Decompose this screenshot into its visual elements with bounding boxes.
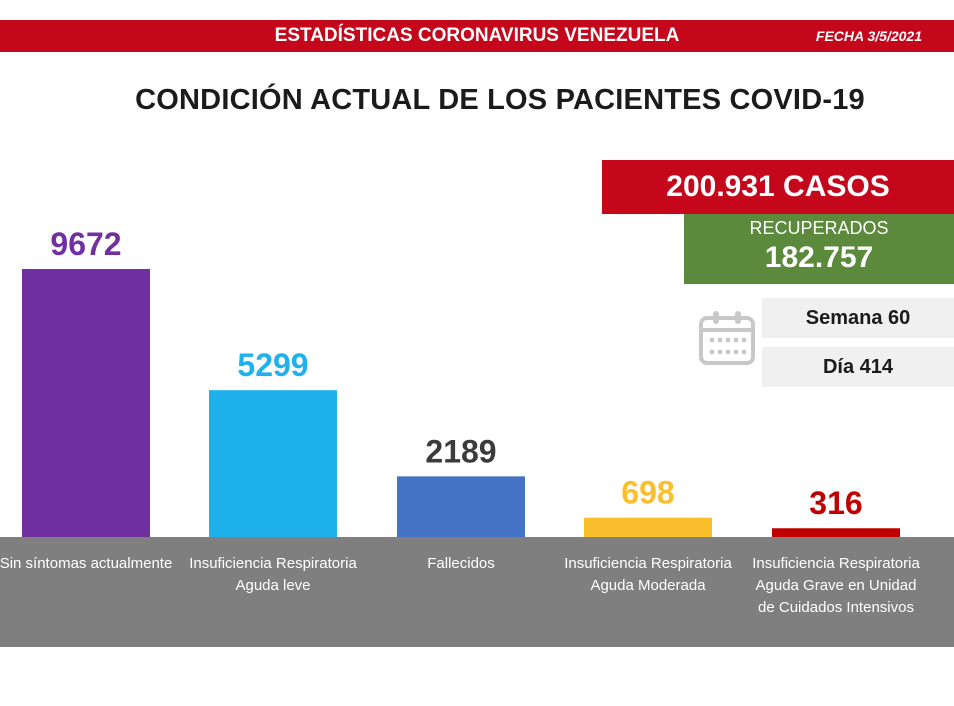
bar-insuficiencia-respiratoria-aguda-leve bbox=[209, 390, 337, 537]
chart-title: CONDICIÓN ACTUAL DE LOS PACIENTES COVID-… bbox=[135, 84, 865, 116]
recovered-label: RECUPERADOS bbox=[749, 218, 889, 238]
category-band bbox=[0, 537, 954, 647]
value-label: 698 bbox=[621, 475, 674, 511]
bar-insuficiencia-respiratoria-aguda-grave-e bbox=[772, 528, 900, 537]
header-date: FECHA 3/5/2021 bbox=[815, 28, 922, 44]
category-label: Insuficiencia Respiratoria Aguda Grave e… bbox=[752, 555, 920, 616]
header-title: ESTADÍSTICAS CORONAVIRUS VENEZUELA bbox=[274, 25, 680, 46]
category-label: Insuficiencia Respiratoria Aguda Moderad… bbox=[564, 555, 732, 594]
calendar-icon bbox=[698, 310, 756, 371]
header-bar: ESTADÍSTICAS CORONAVIRUS VENEZUELA FECHA… bbox=[0, 20, 954, 52]
total-cases-box: 200.931 CASOS bbox=[602, 160, 954, 214]
value-label: 316 bbox=[809, 485, 862, 521]
category-label: Sin síntomas actualmente bbox=[0, 555, 173, 572]
bar-fallecidos bbox=[397, 476, 525, 537]
week-box: Semana 60 bbox=[762, 298, 954, 338]
bar-sin-sintomas-actualmente bbox=[22, 269, 150, 537]
recovered-box: RECUPERADOS 182.757 bbox=[684, 214, 954, 284]
bar-insuficiencia-respiratoria-aguda-moderad bbox=[584, 517, 712, 537]
category-label: Fallecidos bbox=[427, 555, 495, 572]
category-label: Insuficiencia Respiratoria Aguda leve bbox=[189, 555, 357, 594]
value-label: 2189 bbox=[425, 433, 496, 469]
day-box: Día 414 bbox=[762, 347, 954, 387]
value-label: 9672 bbox=[50, 226, 121, 262]
recovered-value: 182.757 bbox=[764, 241, 874, 274]
value-label: 5299 bbox=[237, 347, 308, 383]
